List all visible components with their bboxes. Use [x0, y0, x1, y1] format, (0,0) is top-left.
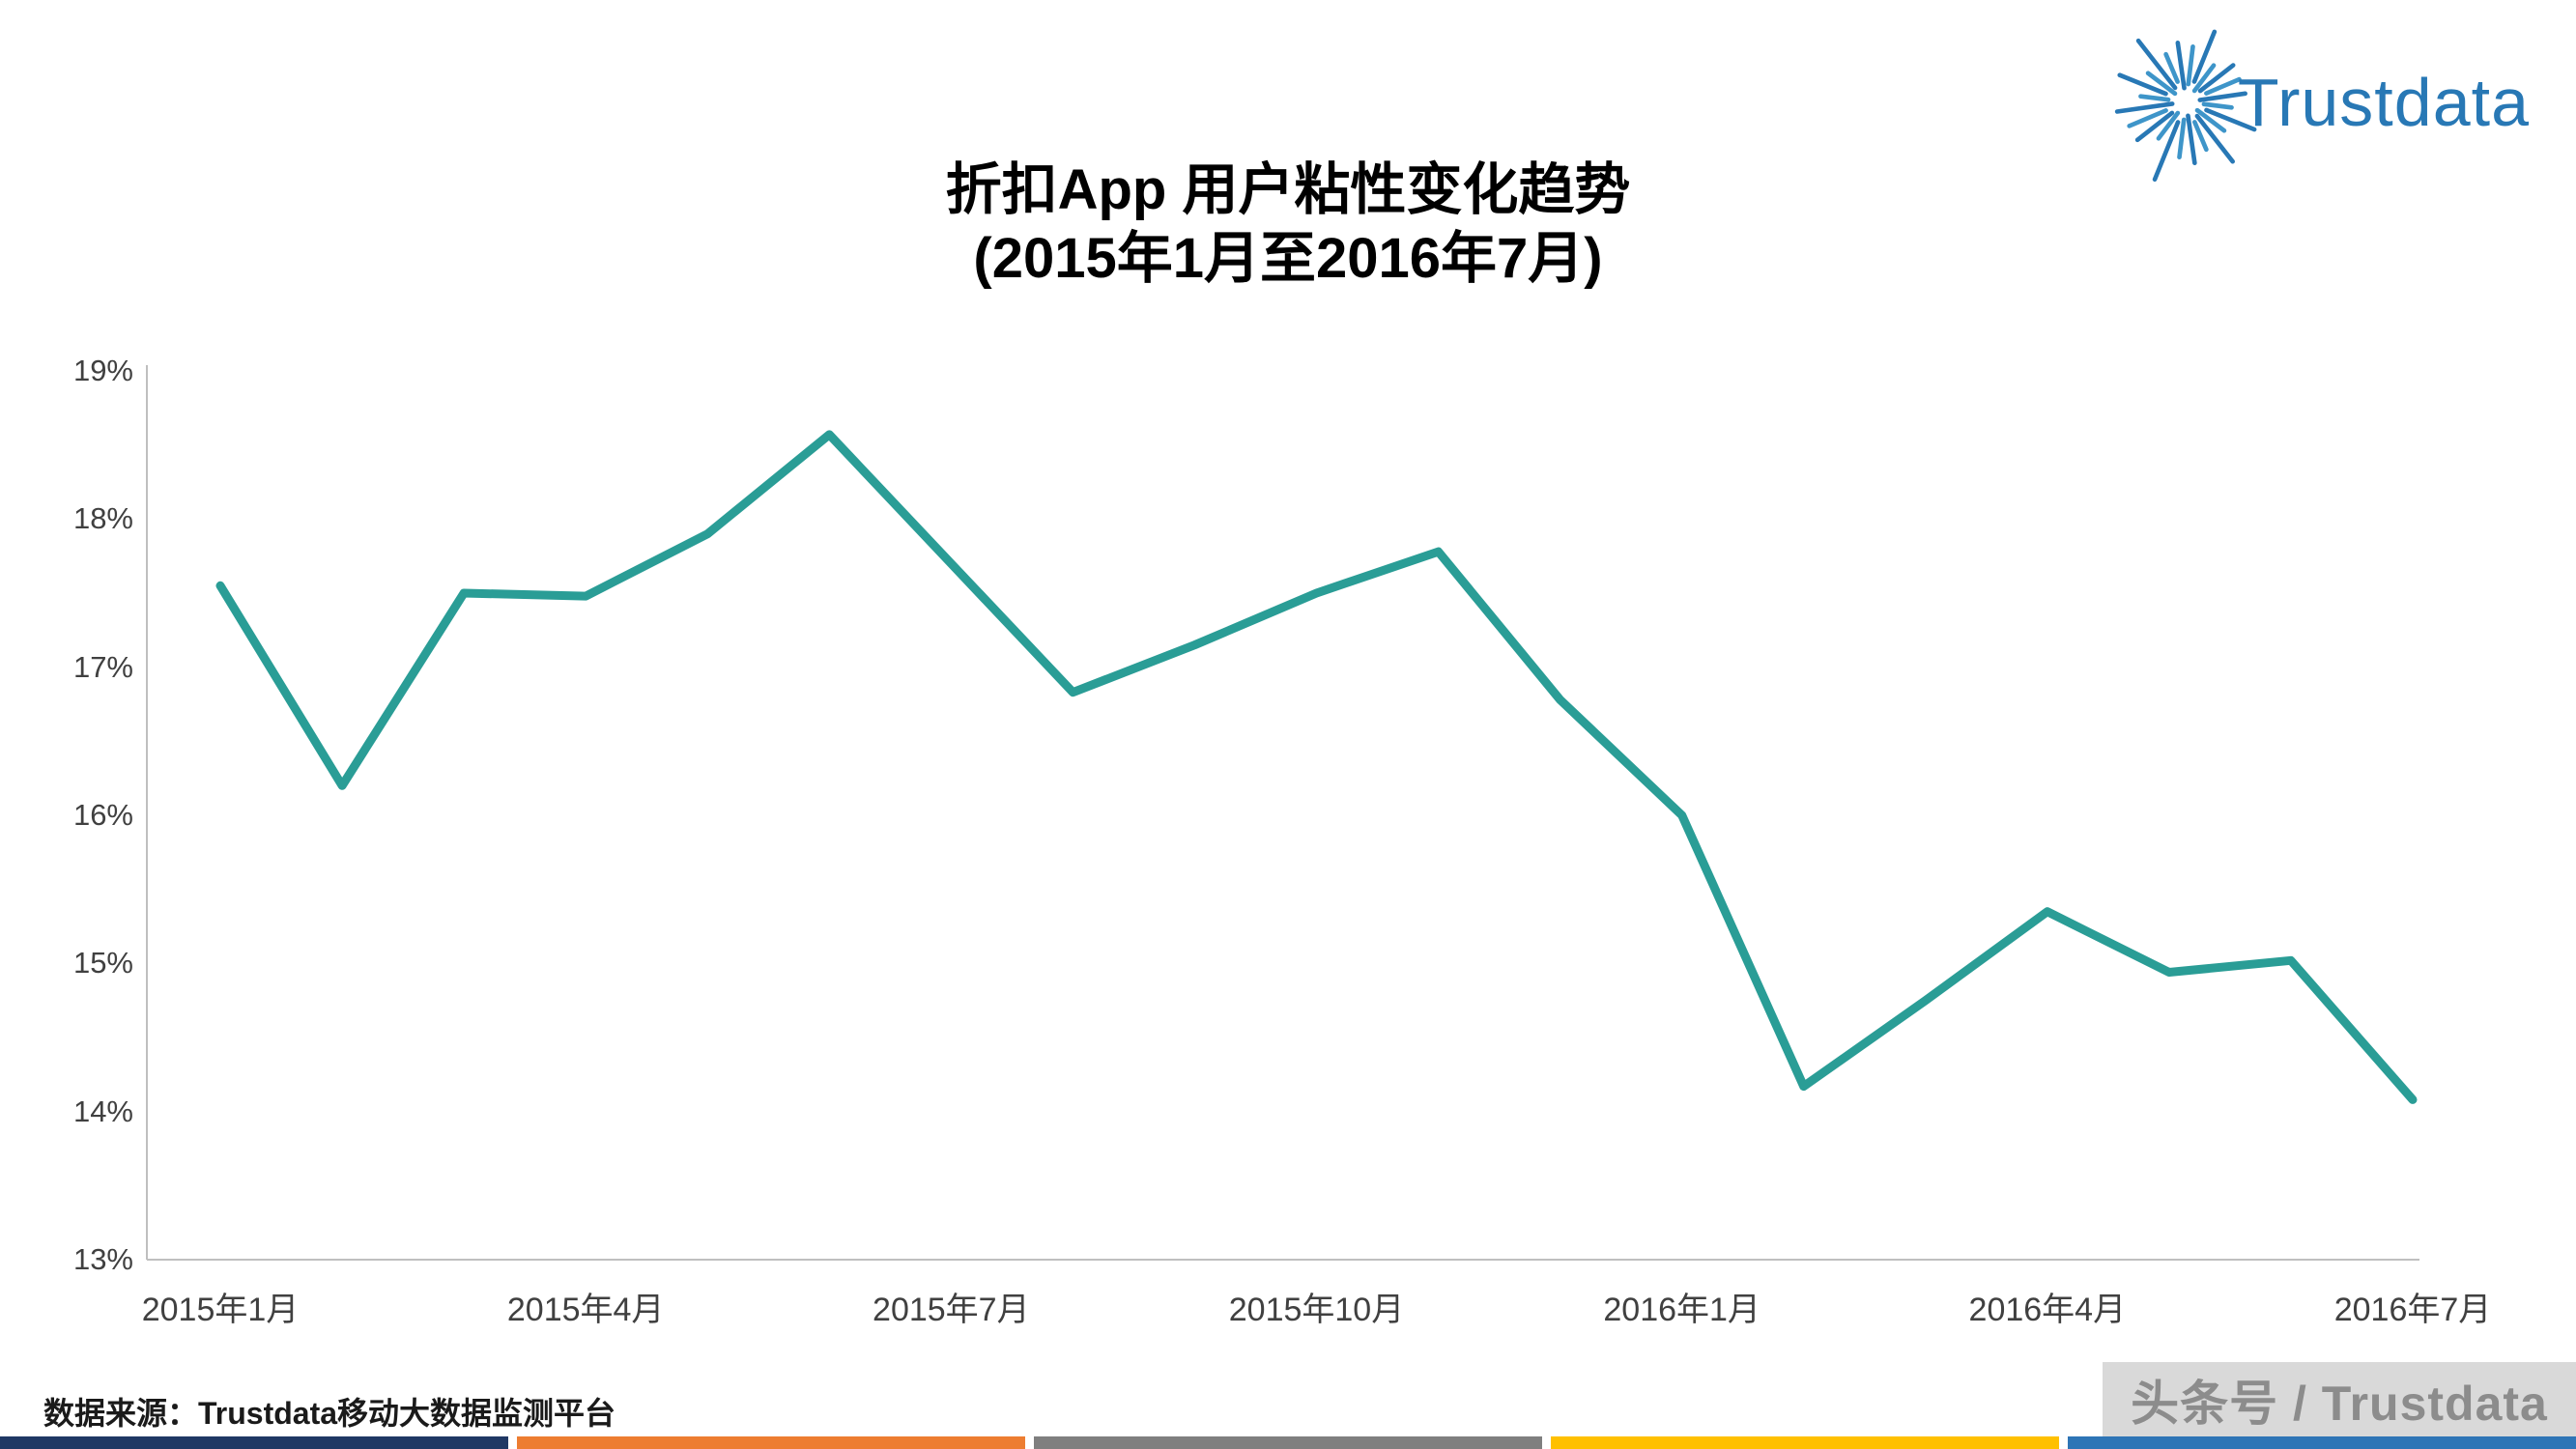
y-tick-label: 14% [72, 1094, 133, 1128]
chart-title: 折扣App 用户粘性变化趋势 (2015年1月至2016年7月) [0, 156, 2576, 294]
trustdata-burst-icon [2114, 29, 2257, 183]
x-tick-label: 2015年10月 [1228, 1292, 1405, 1328]
x-tick-label: 2016年1月 [1603, 1292, 1760, 1328]
x-tick-label: 2016年7月 [2333, 1292, 2492, 1328]
color-strip-segment [1551, 1436, 2059, 1449]
color-strip-segment [2068, 1436, 2576, 1449]
toutiao-badge: 头条号 / Trustdata [2103, 1362, 2576, 1436]
color-strip [0, 1436, 2576, 1449]
chart-title-line2: (2015年1月至2016年7月) [973, 226, 1603, 290]
y-tick-label: 16% [72, 798, 133, 832]
y-tick-label: 17% [72, 649, 133, 684]
chart-title-line1: 折扣App 用户粘性变化趋势 [945, 158, 1631, 221]
x-tick-label: 2015年4月 [506, 1292, 665, 1328]
trustdata-logo: Trustdata [2102, 17, 2530, 186]
color-strip-segment [1034, 1436, 1542, 1449]
y-tick-label: 15% [72, 946, 133, 980]
toutiao-badge-text: 头条号 / Trustdata [2131, 1376, 2548, 1431]
x-tick-label: 2016年4月 [1968, 1292, 2127, 1328]
y-tick-label: 13% [72, 1242, 133, 1276]
data-source-note: 数据来源：Trustdata移动大数据监测平台 [43, 1396, 616, 1431]
x-tick-label: 2015年1月 [141, 1292, 300, 1328]
y-tick-label: 19% [72, 354, 133, 387]
x-tick-label: 2015年7月 [873, 1292, 1030, 1328]
color-strip-segment [0, 1436, 508, 1449]
trustdata-logo-text: Trustdata [2237, 64, 2530, 140]
color-strip-segment [517, 1436, 1025, 1449]
y-tick-label: 18% [72, 501, 133, 536]
